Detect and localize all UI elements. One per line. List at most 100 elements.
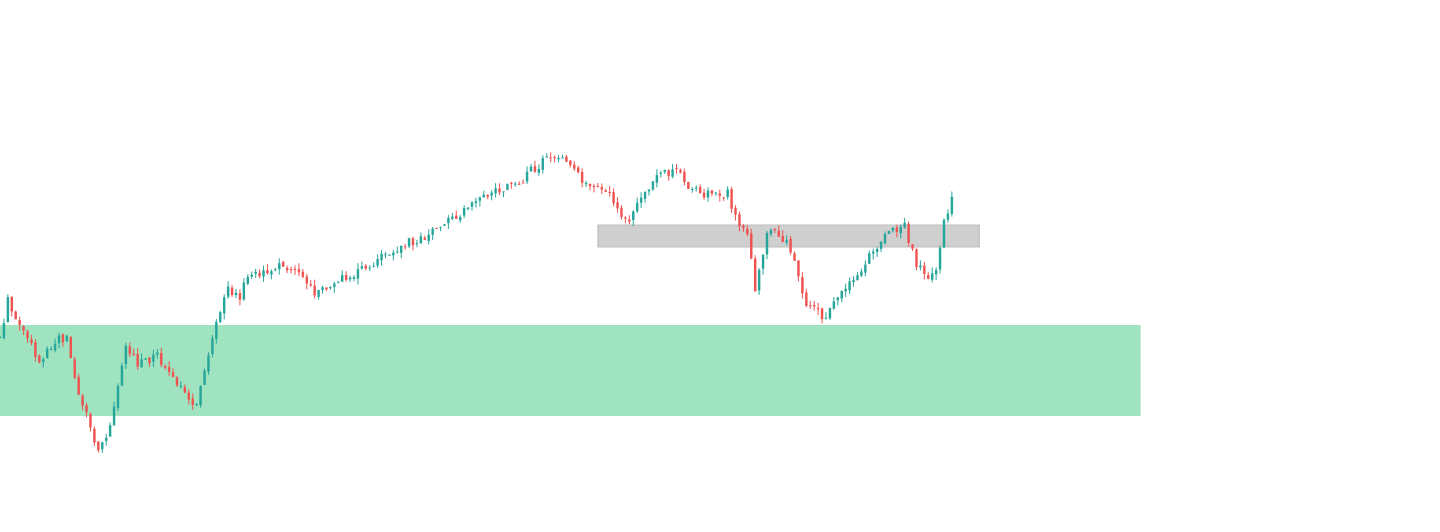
candle-body: [160, 352, 163, 365]
candle: [348, 275, 352, 283]
candle: [317, 289, 320, 300]
candle: [207, 352, 210, 375]
candle: [380, 250, 383, 266]
candle-body: [325, 287, 328, 290]
candle-body: [396, 251, 399, 253]
candle: [647, 189, 651, 196]
candle: [887, 230, 891, 235]
candle: [899, 224, 902, 239]
candle-body: [820, 308, 824, 320]
candle: [832, 297, 836, 310]
candle: [942, 218, 946, 249]
candle: [643, 191, 647, 203]
candle: [301, 268, 305, 279]
candle-body: [466, 207, 470, 209]
candle: [364, 264, 368, 271]
candle-body: [439, 226, 442, 228]
candle-body: [26, 331, 29, 339]
candle: [718, 189, 722, 202]
candle-body: [187, 392, 191, 400]
candle: [333, 281, 336, 293]
candle-body: [624, 217, 627, 219]
candle-body: [49, 348, 53, 350]
candle-body: [588, 183, 592, 187]
candle: [521, 179, 525, 184]
candle-body: [462, 207, 466, 216]
candle-body: [360, 266, 364, 269]
candle: [179, 381, 183, 389]
candle: [250, 271, 253, 279]
candle: [152, 349, 155, 368]
candle: [919, 260, 922, 271]
candle: [773, 228, 777, 233]
candle-body: [112, 406, 116, 425]
candle-body: [156, 352, 159, 355]
candle: [580, 168, 584, 188]
candle-body: [930, 273, 934, 280]
candle: [222, 294, 226, 320]
candle-body: [832, 301, 836, 309]
candle: [514, 181, 517, 187]
candle-body: [124, 345, 128, 365]
candle-body: [250, 274, 253, 277]
candle-body: [380, 253, 383, 261]
candle-body: [891, 227, 895, 231]
candle-body: [183, 387, 187, 393]
candle: [750, 228, 753, 260]
candle: [868, 250, 871, 264]
candle: [321, 285, 324, 294]
candle: [470, 201, 474, 211]
candle: [203, 368, 206, 386]
candle-body: [18, 320, 21, 326]
candle: [584, 180, 588, 188]
candle-body: [486, 195, 489, 197]
candle-body: [738, 214, 741, 227]
candle: [490, 190, 493, 201]
candle: [427, 229, 430, 245]
candle-body: [57, 335, 61, 344]
candle-body: [372, 265, 375, 267]
candle-body: [337, 281, 340, 283]
candle: [502, 191, 505, 198]
candle: [789, 235, 792, 255]
candle: [911, 244, 914, 252]
candle-body: [753, 258, 757, 292]
candle: [108, 422, 112, 437]
candle-body: [915, 249, 918, 268]
candle: [742, 223, 745, 233]
candle-body: [887, 230, 891, 234]
candle: [246, 274, 250, 286]
candle-body: [793, 253, 796, 261]
candle: [777, 225, 781, 237]
candle: [541, 155, 545, 174]
candle-body: [163, 365, 167, 368]
candle: [592, 183, 596, 193]
candle-body: [321, 287, 324, 291]
candle: [443, 224, 446, 226]
candle: [765, 230, 769, 260]
candle-body: [352, 277, 356, 279]
candle-body: [305, 276, 309, 284]
candle-body: [474, 201, 478, 204]
candle: [77, 373, 80, 396]
candle-body: [179, 385, 183, 387]
candle-body: [230, 287, 234, 296]
candle-body: [502, 191, 505, 193]
candle: [0, 335, 2, 339]
candle-body: [65, 335, 69, 341]
candle-body: [419, 236, 423, 244]
candle: [620, 205, 623, 220]
candle-body: [289, 269, 293, 271]
candle-body: [403, 246, 407, 248]
candle-body: [423, 237, 427, 240]
candle-body: [781, 236, 784, 242]
candle: [852, 276, 855, 287]
candle: [722, 196, 725, 202]
candle-body: [89, 413, 92, 428]
candle: [734, 205, 737, 221]
candle: [529, 163, 533, 173]
candle-body: [246, 276, 250, 284]
candle: [506, 183, 509, 191]
candle-body: [671, 169, 674, 177]
candle: [604, 188, 607, 193]
